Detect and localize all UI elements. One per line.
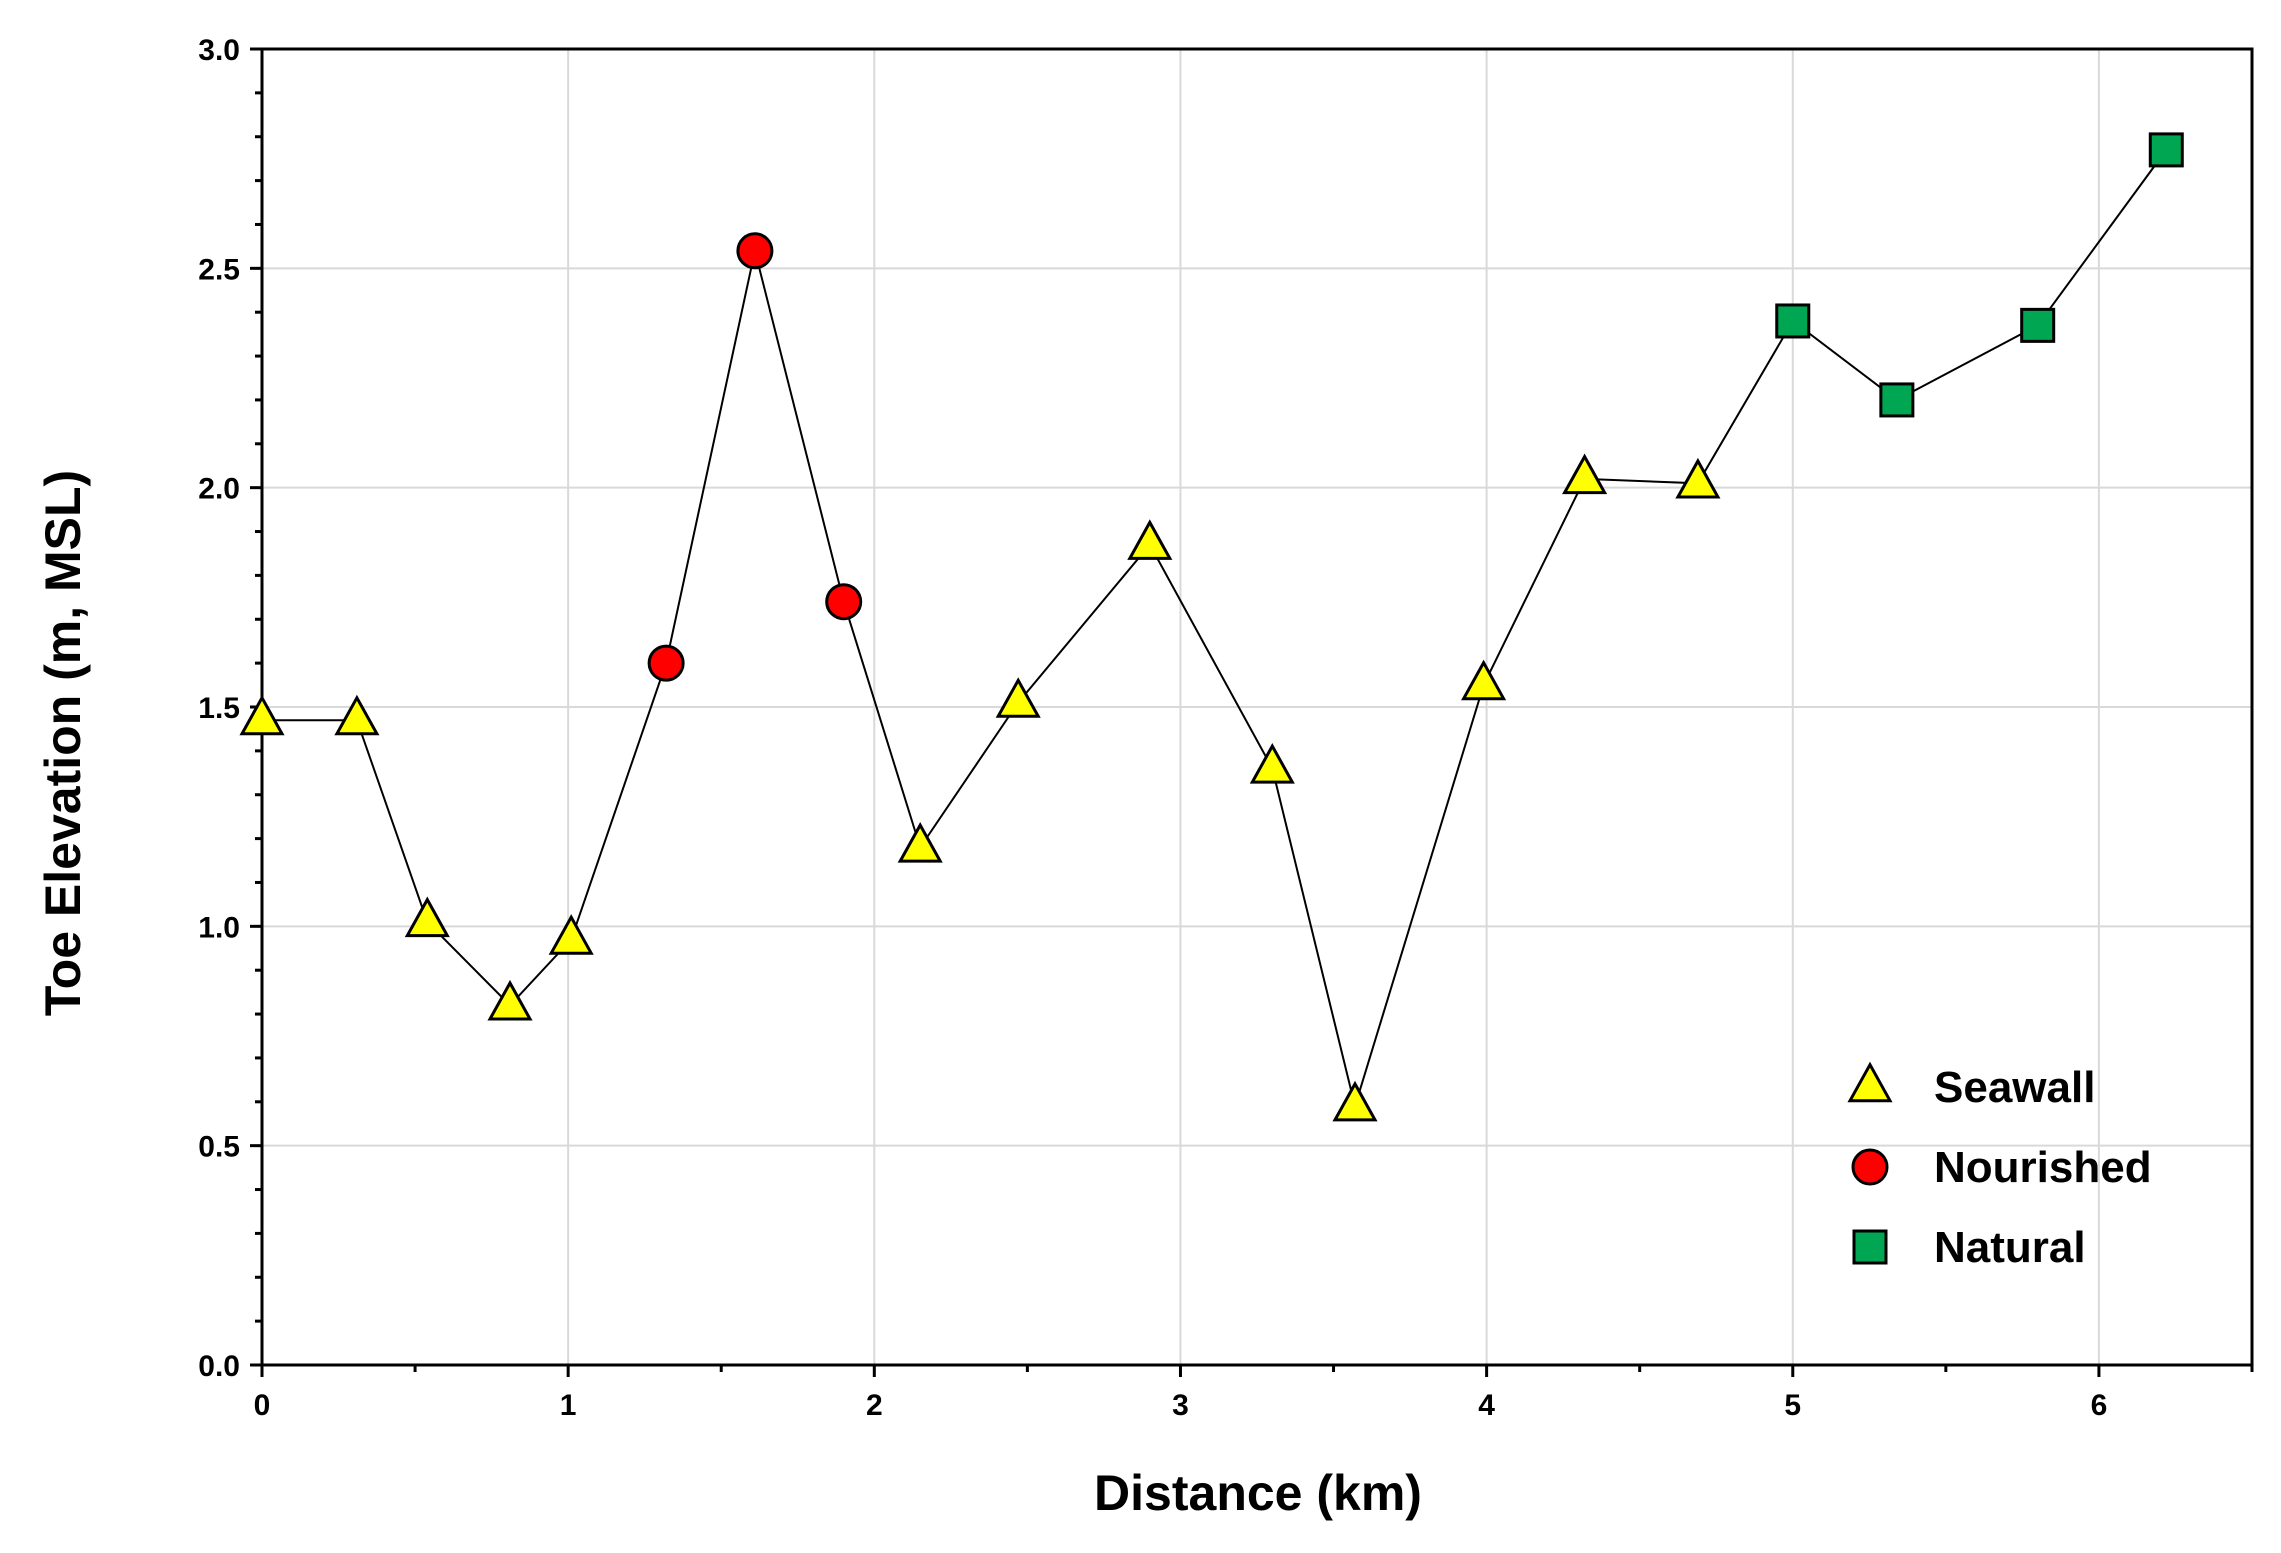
y-tick-label: 0.5 [198,1131,240,1164]
legend-marker-seawall [1847,1061,1893,1103]
legend-label-seawall: Seawall [1934,1063,2095,1112]
toe-elevation-line [262,149,2168,1110]
data-point-natural [2148,132,2184,168]
y-tick-label: 1.5 [198,692,240,725]
data-point-nourished [647,644,685,682]
y-tick-label: 2.5 [198,253,240,286]
data-point-seawall [1127,519,1173,560]
x-tick-label: 4 [1478,1389,1495,1422]
y-tick-label: 2.0 [198,473,240,506]
x-tick-label: 2 [866,1389,883,1422]
gridlines [262,49,2252,1365]
data-point-nourished [825,583,863,621]
legend-marker-natural [1852,1229,1888,1265]
series-line [262,149,2168,1110]
data-point-natural [2020,307,2056,343]
data-point-seawall [487,979,533,1021]
data-point-seawall [334,694,380,736]
x-tick-label: 1 [560,1389,577,1422]
data-points [239,132,2184,1122]
y-tick-label: 3.0 [198,34,240,67]
data-point-seawall [404,896,450,938]
legend-label-natural: Natural [1934,1223,2086,1272]
y-axis-title: Toe Elevation (m, MSL) [35,470,91,1016]
data-point-seawall [897,822,943,863]
data-point-seawall [995,677,1041,718]
y-tick-label: 0.0 [198,1350,240,1383]
data-point-seawall [239,694,285,736]
data-point-nourished [736,232,774,270]
x-tick-label: 5 [1784,1389,1801,1422]
legend-marker-nourished [1851,1148,1889,1186]
x-tick-label: 6 [2091,1389,2108,1422]
data-point-natural [1879,382,1915,418]
data-point-seawall [1332,1080,1378,1122]
legend-item-natural: Natural [1852,1223,2086,1272]
legend-item-seawall: Seawall [1847,1061,2095,1112]
data-point-natural [1775,303,1811,339]
x-tick-label: 0 [254,1389,271,1422]
data-point-seawall [1562,453,1608,495]
data-point-seawall [1675,457,1721,499]
data-point-seawall [548,914,594,955]
legend: Seawall Nourished Natural [1847,1061,2152,1272]
data-point-seawall [1249,743,1295,784]
y-tick-label: 1.0 [198,911,240,944]
legend-item-nourished: Nourished [1851,1143,2152,1192]
tick-labels: 0 1 2 3 4 5 6 0.0 0.5 1.0 1.5 2.0 2.5 3.0 [198,34,2107,1422]
x-tick-label: 3 [1172,1389,1189,1422]
x-axis-title: Distance (km) [1094,1465,1422,1521]
legend-label-nourished: Nourished [1934,1143,2152,1192]
data-point-seawall [1461,659,1507,701]
